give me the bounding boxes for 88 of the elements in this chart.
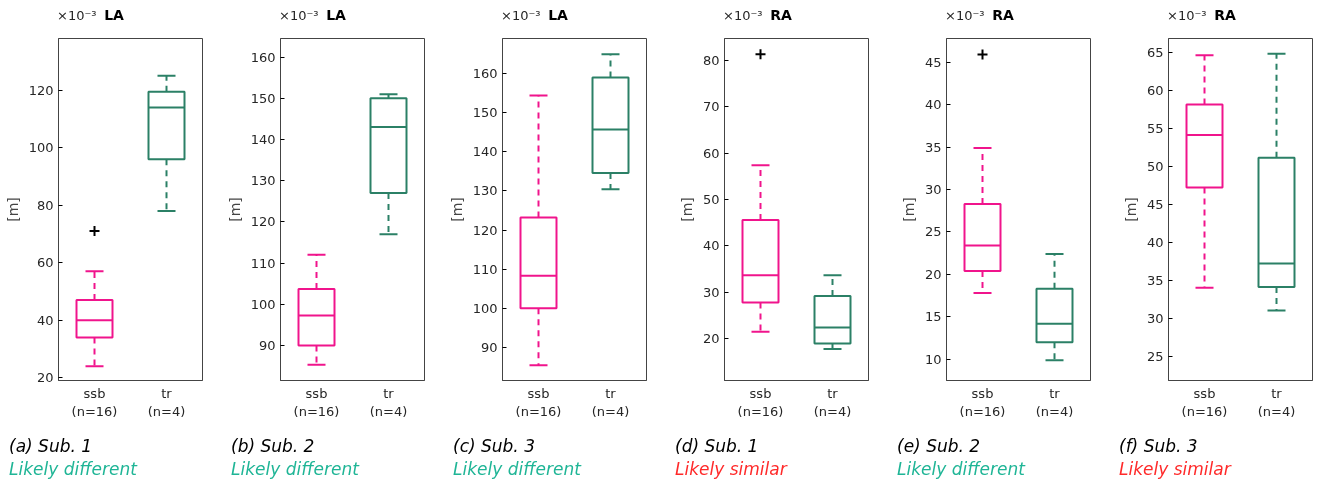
y-axis-title: [m] <box>1122 197 1139 222</box>
text: (b) Sub. 2 <box>231 435 316 458</box>
x-tick-label: ssb (n=16) <box>71 385 118 419</box>
y-tick-label: 160 <box>472 66 498 82</box>
y-tick-label: 60 <box>1146 83 1164 99</box>
y-tick-label: 50 <box>1146 159 1164 175</box>
y-tick-label: 35 <box>1146 273 1164 289</box>
y-tick-label: 35 <box>924 139 942 155</box>
x-tick-label: ssb (n=16) <box>1181 385 1228 419</box>
y-axis-title: [m] <box>4 197 21 222</box>
y-tick-label: 25 <box>924 224 942 240</box>
y-tick-label: 30 <box>924 182 942 198</box>
y-tick-label: 140 <box>472 144 498 160</box>
text: (d) Sub. 1 <box>675 435 760 458</box>
text: Likely different <box>231 458 359 481</box>
chart-title: LA <box>326 7 346 23</box>
text: ×10⁻³ <box>501 8 541 23</box>
y-tick-label: 130 <box>472 183 498 199</box>
y-tick-label: 100 <box>28 140 54 156</box>
text: (e) Sub. 2 <box>897 435 982 458</box>
text: ×10⁻³ <box>945 8 985 23</box>
text: ×10⁻³ <box>57 8 97 23</box>
x-tick-label: tr (n=4) <box>1035 385 1074 419</box>
text: ×10⁻³ <box>1167 8 1207 23</box>
x-tick-label: ssb (n=16) <box>293 385 340 419</box>
y-tick-label: 55 <box>1146 121 1164 137</box>
y-tick-label: 40 <box>702 238 720 254</box>
text: Likely similar <box>1119 458 1231 481</box>
y-tick-label: 40 <box>36 312 54 328</box>
y-tick-label: 110 <box>250 255 276 271</box>
y-tick-label: 40 <box>1146 235 1164 251</box>
x-tick-label: tr (n=4) <box>147 385 186 419</box>
y-tick-label: 90 <box>258 337 276 353</box>
y-tick-label: 40 <box>924 97 942 113</box>
x-tick-label: ssb (n=16) <box>959 385 1006 419</box>
text: Likely similar <box>675 458 787 481</box>
y-tick-label: 120 <box>28 82 54 98</box>
chart-title: RA <box>992 7 1014 23</box>
y-tick-label: 100 <box>250 296 276 312</box>
x-tick-label: ssb (n=16) <box>515 385 562 419</box>
y-tick-label: 45 <box>924 54 942 70</box>
x-tick-label: tr (n=4) <box>1257 385 1296 419</box>
y-tick-label: 15 <box>924 309 942 325</box>
y-axis-title: [m] <box>678 197 695 222</box>
x-tick-label: ssb (n=16) <box>737 385 784 419</box>
y-tick-label: 80 <box>702 52 720 68</box>
y-tick-label: 25 <box>1146 349 1164 365</box>
text: (c) Sub. 3 <box>453 435 536 458</box>
y-tick-label: 150 <box>250 90 276 106</box>
y-tick-label: 20 <box>924 266 942 282</box>
text: (f) Sub. 3 <box>1119 435 1199 458</box>
y-tick-label: 45 <box>1146 197 1164 213</box>
chart-title: RA <box>770 7 792 23</box>
y-tick-label: 70 <box>702 99 720 115</box>
y-tick-label: 60 <box>702 145 720 161</box>
x-tick-label: tr (n=4) <box>813 385 852 419</box>
y-tick-label: 80 <box>36 197 54 213</box>
y-tick-label: 120 <box>472 222 498 238</box>
chart-title: LA <box>548 7 568 23</box>
text: Likely different <box>897 458 1025 481</box>
y-tick-label: 120 <box>250 214 276 230</box>
y-tick-label: 140 <box>250 131 276 147</box>
x-tick-label: tr (n=4) <box>369 385 408 419</box>
y-tick-label: 160 <box>250 49 276 65</box>
text: (a) Sub. 1 <box>9 435 94 458</box>
y-tick-label: 110 <box>472 261 498 277</box>
y-tick-label: 130 <box>250 173 276 189</box>
y-tick-label: 30 <box>702 284 720 300</box>
chart-title: LA <box>104 7 124 23</box>
text: Likely different <box>9 458 137 481</box>
y-axis-title: [m] <box>448 197 465 222</box>
y-tick-label: 10 <box>924 351 942 367</box>
x-tick-label: tr (n=4) <box>591 385 630 419</box>
y-tick-label: 150 <box>472 105 498 121</box>
text: ×10⁻³ <box>279 8 319 23</box>
y-tick-label: 60 <box>36 255 54 271</box>
y-tick-label: 90 <box>480 339 498 355</box>
chart-title: RA <box>1214 7 1236 23</box>
y-tick-label: 20 <box>702 331 720 347</box>
y-tick-label: 30 <box>1146 311 1164 327</box>
y-tick-label: 100 <box>472 300 498 316</box>
y-axis-title: [m] <box>226 197 243 222</box>
y-axis-title: [m] <box>900 197 917 222</box>
y-tick-label: 65 <box>1146 45 1164 61</box>
text: ×10⁻³ <box>723 8 763 23</box>
y-tick-label: 50 <box>702 192 720 208</box>
text: Likely different <box>453 458 581 481</box>
y-tick-label: 20 <box>36 370 54 386</box>
